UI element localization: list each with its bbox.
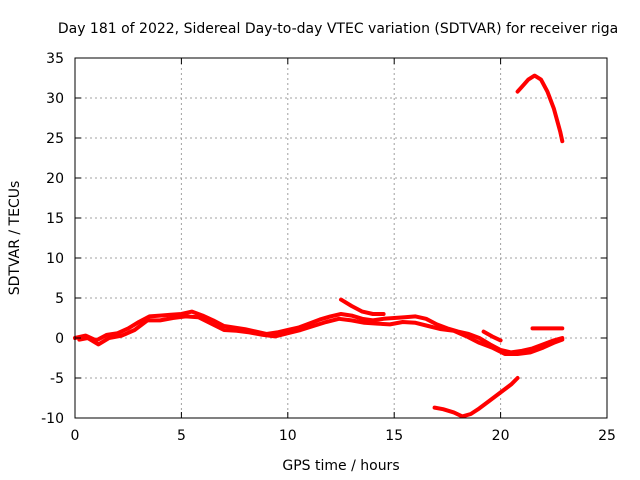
y-tick-label: 20	[46, 171, 64, 187]
x-tick-label: 5	[177, 428, 186, 444]
x-tick-label: 15	[385, 428, 403, 444]
series-secondary-band	[77, 314, 565, 356]
chart-title: Day 181 of 2022, Sidereal Day-to-day VTE…	[58, 21, 618, 37]
y-tick-label: 5	[55, 291, 64, 307]
series-main-band	[73, 309, 565, 355]
y-tick-label: 15	[46, 211, 64, 227]
y-tick-label: 10	[46, 251, 64, 267]
tick-layer: 0 5 10 15 20 25 -10 -5 0 5 10 15 20 25 30 35	[41, 51, 616, 444]
x-tick-label: 10	[279, 428, 297, 444]
series-late-short	[481, 329, 503, 343]
series-high-arc	[515, 73, 565, 144]
y-tick-label: -5	[50, 371, 64, 387]
y-tick-label: 25	[46, 131, 64, 147]
y-axis-label: SDTVAR / TECUs	[7, 181, 23, 296]
y-tick-label: 35	[46, 51, 64, 67]
y-tick-label: -10	[41, 411, 64, 427]
series-layer	[73, 73, 565, 419]
grid-layer	[75, 58, 607, 418]
x-tick-label: 0	[71, 428, 80, 444]
x-tick-label: 25	[598, 428, 616, 444]
series-upper-branch	[339, 297, 386, 316]
plot-frame	[74, 57, 608, 419]
y-tick-label: 30	[46, 91, 64, 107]
x-axis-label: GPS time / hours	[282, 458, 399, 474]
y-tick-label: 0	[55, 331, 64, 347]
series-low-arc	[432, 376, 520, 419]
x-tick-label: 20	[492, 428, 510, 444]
